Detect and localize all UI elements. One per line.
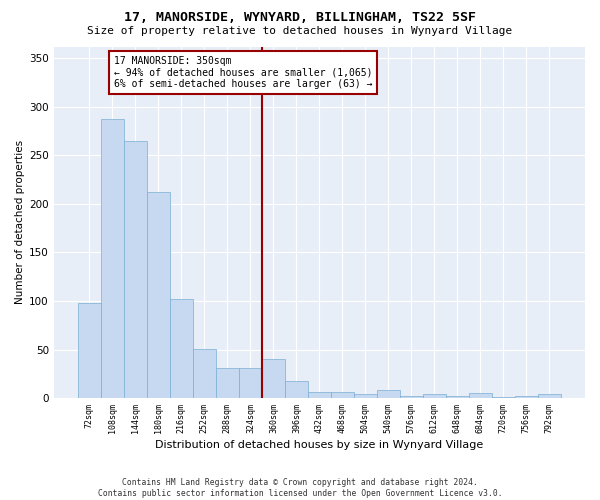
Bar <box>124 140 147 398</box>
Bar <box>262 360 285 398</box>
Bar <box>538 394 561 398</box>
Bar <box>400 396 423 398</box>
X-axis label: Distribution of detached houses by size in Wynyard Village: Distribution of detached houses by size … <box>155 440 484 450</box>
Bar <box>308 392 331 398</box>
Bar <box>147 192 170 398</box>
Bar <box>515 396 538 398</box>
Bar <box>193 348 216 398</box>
Bar <box>239 368 262 398</box>
Text: 17 MANORSIDE: 350sqm
← 94% of detached houses are smaller (1,065)
6% of semi-det: 17 MANORSIDE: 350sqm ← 94% of detached h… <box>113 56 372 90</box>
Text: 17, MANORSIDE, WYNYARD, BILLINGHAM, TS22 5SF: 17, MANORSIDE, WYNYARD, BILLINGHAM, TS22… <box>124 11 476 24</box>
Bar <box>492 397 515 398</box>
Bar <box>423 394 446 398</box>
Bar <box>285 380 308 398</box>
Bar <box>78 303 101 398</box>
Bar <box>170 299 193 398</box>
Bar <box>446 396 469 398</box>
Bar <box>469 394 492 398</box>
Bar <box>354 394 377 398</box>
Bar <box>331 392 354 398</box>
Y-axis label: Number of detached properties: Number of detached properties <box>15 140 25 304</box>
Bar <box>377 390 400 398</box>
Text: Size of property relative to detached houses in Wynyard Village: Size of property relative to detached ho… <box>88 26 512 36</box>
Bar <box>101 120 124 398</box>
Bar <box>216 368 239 398</box>
Text: Contains HM Land Registry data © Crown copyright and database right 2024.
Contai: Contains HM Land Registry data © Crown c… <box>98 478 502 498</box>
